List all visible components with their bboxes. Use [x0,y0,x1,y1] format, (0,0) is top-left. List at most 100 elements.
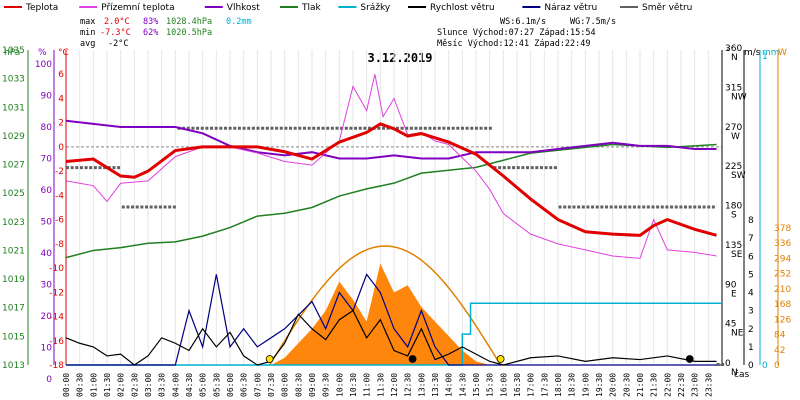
x-tick: 19:30 [595,373,604,397]
stats-max-press: 1028.4hPa [166,17,212,27]
wind-direction-dot [131,205,135,209]
wind-direction-dot [279,126,283,130]
wind-direction-dot [549,166,553,170]
x-tick: 21:00 [636,373,645,397]
ms-tick: 5 [748,270,754,280]
w-tick: 126 [774,315,791,325]
wind-direction-dot [112,166,116,170]
wind-direction-dot [595,205,599,209]
dir-tick-compass: N [731,53,738,63]
dir-tick-compass: E [731,289,737,299]
legend-label: Tlak [301,3,322,13]
stats-avg-label: avg [80,39,95,49]
wind-direction-dot [196,126,200,130]
wind-direction-dot [642,205,646,209]
hpa-tick: 1019 [2,275,25,285]
wind-direction-dot [158,205,162,209]
wind-direction-dot [316,126,320,130]
humidity-line [65,119,717,160]
x-tick: 02:30 [130,373,139,397]
wind-direction-dot [312,126,316,130]
x-tick: 08:30 [294,373,303,397]
pressure-line [65,143,717,259]
x-tick: 16:00 [499,373,508,397]
wind-direction-dot [242,126,246,130]
wind-direction-dot [293,126,297,130]
wind-direction-dot [405,126,409,130]
wind-direction-dot [553,166,557,170]
hpa-tick: 1029 [2,132,25,142]
ms-tick: 4 [748,289,754,299]
wind-direction-dot [539,166,543,170]
wind-direction-dot [558,205,562,209]
wind-direction-dot [530,166,534,170]
x-tick: 05:00 [199,373,208,397]
x-tick: 23:30 [704,373,713,397]
wind-direction-dot [335,126,339,130]
wind-direction-dot [535,166,539,170]
wind-direction-dot [670,205,674,209]
wind-direction-dot [572,205,576,209]
wind-direction-dot [270,126,274,130]
wind-direction-dot [354,126,358,130]
c-tick: -18 [49,361,64,371]
wind-direction-dot [460,126,464,130]
wind-direction-dot [428,126,432,130]
wind-direction-dot [93,166,97,170]
x-tick: 03:30 [158,373,167,397]
wind-direction-dot [210,126,214,130]
dir-tick: 45 [725,320,736,330]
x-tick: 13:30 [431,373,440,397]
x-tick: 23:00 [691,373,700,397]
stats-moon: Měsíc Východ:12:41 Západ:22:49 [437,39,591,49]
wind-direction-dot [395,126,399,130]
wind-direction-dot [144,205,148,209]
w-tick: 252 [774,270,791,280]
wind-direction-dot [586,205,590,209]
x-tick: 17:30 [540,373,549,397]
x-tick: 01:00 [89,373,98,397]
wind-direction-dot [168,205,172,209]
x-tick: 10:00 [335,373,344,397]
moonrise-marker [408,355,417,363]
dir-tick: 135 [725,241,742,251]
temperature-line [65,122,717,237]
ms-axis-label: m/s [744,48,761,58]
stats-ws: WS:6.1m/s [500,17,546,27]
pct-tick: 10 [41,344,53,354]
legend-label: Vlhkost [227,3,260,13]
wind-direction-dot [479,126,483,130]
wind-direction-dot [135,205,139,209]
mm-tick: 0 [762,361,768,371]
wind-direction-dot [149,205,153,209]
x-tick: 14:00 [445,373,454,397]
wind-direction-dot [516,166,520,170]
wind-direction-dot [651,205,655,209]
precip-line [66,302,722,366]
wind-direction-dot [409,126,413,130]
pct-tick: 80 [41,123,53,133]
wind-direction-dot [302,126,306,130]
dir-tick-compass: S [731,211,737,221]
wind-direction-dot [623,205,627,209]
wind-direction-dot [465,126,469,130]
ms-tick: 6 [748,252,754,262]
dir-tick-compass: W [731,132,740,142]
pct-axis-label: % [38,48,47,58]
x-tick: 19:00 [581,373,590,397]
w-tick: 378 [774,224,791,234]
x-tick: 12:30 [404,373,413,397]
wind-direction-dot [474,126,478,130]
wind-direction-dot [214,126,218,130]
ms-tick: 0 [748,361,754,371]
wind-direction-dot [456,126,460,130]
wind-direction-dot [707,205,711,209]
c-tick: -2 [55,167,64,177]
wind-direction-dot [400,126,404,130]
wind-direction-dot [261,126,265,130]
wind-direction-dot [442,126,446,130]
chart-title: 3.12.2019 [367,51,432,65]
wind-direction-dot [349,126,353,130]
wind-direction-dot [284,126,288,130]
